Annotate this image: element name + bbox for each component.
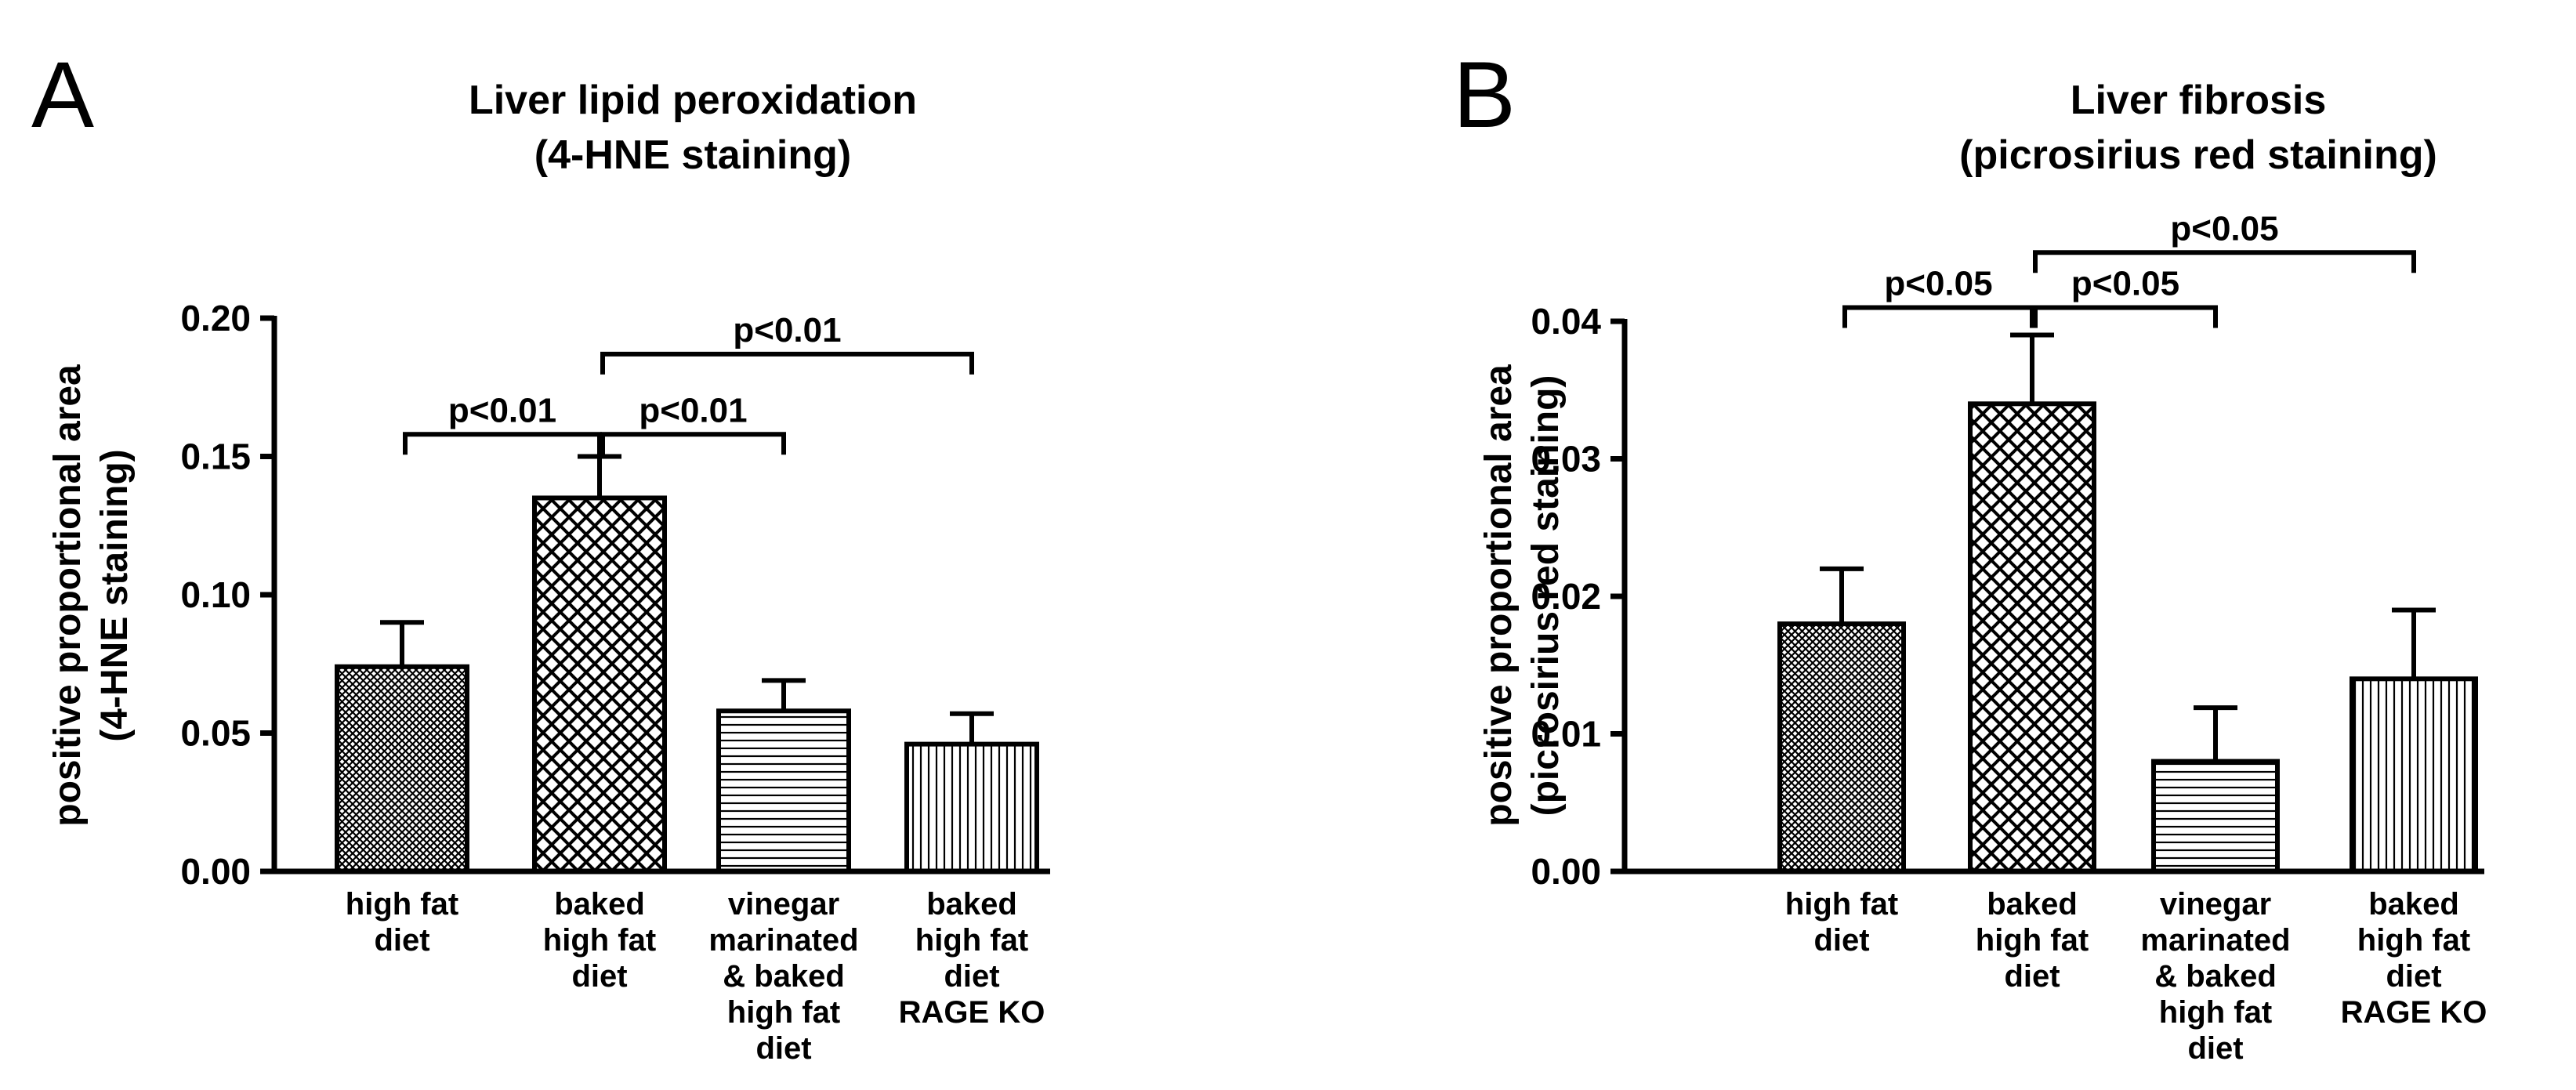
panel-a-y-tick-label: 0.10	[180, 574, 251, 615]
panel-b-significance-bracket-3: p<0.05	[2033, 209, 2416, 273]
panel-a-category-label-2: diet	[571, 959, 627, 994]
panel-a-category-label-4: diet	[944, 959, 999, 994]
panel-b-bar-4	[2350, 676, 2478, 874]
panel-a-category-label-1: diet	[374, 923, 429, 958]
panel-b-y-tick-label: 0.00	[1531, 851, 1601, 892]
panel-b-title-line-1: Liver fibrosis	[2071, 78, 2327, 123]
panel-b-significance-label-2: p<0.05	[2071, 264, 2179, 302]
panel-b-category-label-4: RAGE KO	[2341, 995, 2487, 1030]
panel-b-error-bar-2	[2010, 332, 2054, 404]
panel-a-title-line-1: Liver lipid peroxidation	[469, 78, 917, 123]
panel-b-y-tick-label: 0.02	[1531, 576, 1601, 617]
panel-a-category-label-3: high fat	[727, 995, 840, 1030]
panel-a-category-label-2: high fat	[543, 923, 656, 958]
panel-b-category-label-3: diet	[2187, 1031, 2243, 1066]
panel-a-chart: A Liver lipid peroxidation (4-HNE staini…	[31, 42, 1050, 1066]
panel-b-category-label-2: diet	[2004, 959, 2060, 994]
panel-b-bar-2	[1968, 401, 2096, 874]
panel-a-error-bar-2	[578, 454, 621, 498]
panel-a-category-label-1: high fat	[346, 887, 458, 922]
panel-a-y-axis-label-line-1: positive proportional area	[47, 364, 89, 827]
panel-a-y-tick-label: 0.00	[180, 851, 251, 892]
panel-b-chart: B Liver fibrosis (picrosirius red staini…	[1453, 42, 2487, 1066]
panel-b-significance-label-3: p<0.05	[2170, 209, 2278, 248]
panel-b-significance-bracket-1: p<0.05	[1842, 264, 2034, 328]
panel-a-error-bar-4	[950, 711, 994, 744]
panel-b-category-label-3: & baked	[2154, 959, 2277, 994]
panel-b-bar-3	[2151, 759, 2280, 874]
panel-b-y-tick-label: 0.04	[1531, 301, 1601, 342]
panel-a-category-label-3: diet	[755, 1031, 811, 1066]
panel-a-category-label-4: baked	[926, 887, 1017, 922]
panel-a-bar-2	[532, 495, 667, 874]
panel-a-y-tick-label: 0.15	[180, 436, 251, 477]
panel-b-error-bar-3	[2194, 705, 2237, 762]
panel-b-y-axis-label-line-2: (picrosirius red staining)	[1525, 375, 1567, 817]
panel-a-category-label-2: baked	[554, 887, 645, 922]
panel-a-significance-label-3: p<0.01	[733, 311, 841, 349]
panel-a-significance-bracket-1: p<0.01	[403, 391, 602, 455]
panel-a-error-bar-3	[762, 678, 806, 712]
panel-a-significance-bracket-3: p<0.01	[600, 311, 974, 375]
panel-b-category-label-3: high fat	[2159, 995, 2272, 1030]
panel-b-title-line-2: (picrosirius red staining)	[1959, 132, 2437, 178]
panel-a-bar-3	[716, 708, 851, 875]
panel-b-error-bar-1	[1820, 566, 1864, 625]
panel-a-title-line-2: (4-HNE staining)	[534, 132, 851, 178]
panel-b-bar-1	[1777, 621, 1906, 874]
panel-b-y-tick-label: 0.03	[1531, 439, 1601, 480]
panel-a-y-tick-label: 0.05	[180, 713, 251, 754]
panel-a-bar-4	[904, 741, 1039, 874]
panel-a-category-label-4: RAGE KO	[899, 995, 1045, 1030]
panel-b-significance-bracket-2: p<0.05	[2033, 264, 2218, 328]
panel-b-letter: B	[1453, 42, 1516, 147]
panel-b-category-label-1: high fat	[1785, 887, 1898, 922]
panel-b-category-label-4: high fat	[2357, 923, 2470, 958]
panel-b-category-label-2: high fat	[1976, 923, 2089, 958]
panel-b-y-axis-label-line-1: positive proportional area	[1478, 364, 1520, 827]
panel-a-category-label-3: & baked	[723, 959, 845, 994]
panel-a-category-label-3: marinated	[708, 923, 858, 958]
panel-a-significance-bracket-2: p<0.01	[600, 391, 786, 455]
panel-a-bar-1	[335, 664, 469, 875]
panel-b-category-label-3: vinegar	[2160, 887, 2271, 922]
panel-b-category-label-1: diet	[1813, 923, 1869, 958]
panel-a-significance-label-2: p<0.01	[639, 391, 747, 429]
panel-a-y-axis-label-line-2: (4-HNE staining)	[94, 449, 136, 741]
panel-b-category-label-4: baked	[2368, 887, 2459, 922]
panel-b-category-label-2: baked	[1987, 887, 2078, 922]
panel-b-error-bar-4	[2392, 607, 2436, 679]
panel-b-y-tick-label: 0.01	[1531, 714, 1601, 755]
panel-a-y-tick-label: 0.20	[180, 298, 251, 339]
panel-a-error-bar-1	[380, 620, 424, 667]
panel-a-letter: A	[31, 42, 94, 147]
panel-b-significance-label-1: p<0.05	[1884, 264, 1992, 302]
panel-b-category-label-4: diet	[2386, 959, 2441, 994]
panel-a-significance-label-1: p<0.01	[448, 391, 556, 429]
panel-b-category-label-3: marinated	[2140, 923, 2290, 958]
panel-a-category-label-4: high fat	[915, 923, 1028, 958]
panel-a-category-label-3: vinegar	[728, 887, 839, 922]
